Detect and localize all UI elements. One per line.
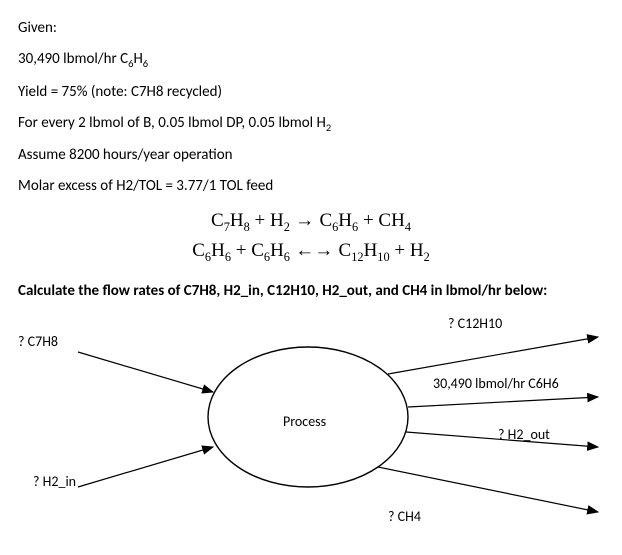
t: + H [390,240,424,261]
txt: H [133,50,142,68]
arrow-c7h8-in [78,352,213,392]
t: + C [231,240,264,261]
txt: 30,490 lbmol/hr C [18,50,128,68]
calculate-prompt: Calculate the flow rates of C7H8, H2_in,… [18,281,604,302]
label-c7h8-in: ? C7H8 [18,332,58,352]
given-heading: Given: [18,18,604,39]
t: C [211,210,224,231]
process-diagram: ? C7H8 ? H2_in Process ? C12H10 30,490 l… [18,312,604,537]
given-line-2: Yield = 75% (note: C7H8 recycled) [18,82,604,103]
s: 2 [424,250,430,264]
t: C [339,240,352,261]
t: H [338,210,352,231]
equation-block: C7H8 + H2 → C6H6 + CH4 C6H6 + C6H6 ←→ C1… [18,207,604,266]
t: H [270,240,284,261]
label-c12h10: ? C12H10 [448,314,502,334]
t: + H [250,210,284,231]
s: 10 [377,250,389,264]
arrow-c6h6-out [408,397,598,407]
label-process: Process [283,412,326,432]
t: C [319,210,332,231]
txt: For every 2 lbmol of B, 0.05 lbmol DP, 0… [18,114,326,132]
given-line-1: 30,490 lbmol/hr C6H6 [18,49,604,72]
given-line-4: Assume 8200 hours/year operation [18,145,604,166]
s: 12 [351,250,363,264]
equation-1: C7H8 + H2 → C6H6 + CH4 [18,207,604,237]
given-line-3: For every 2 lbmol of B, 0.05 lbmol DP, 0… [18,113,604,136]
label-h2-in: ? H2_in [33,472,76,492]
arrow-ch4-out [378,467,598,512]
given-line-5: Molar excess of H2/TOL = 3.77/1 TOL feed [18,176,604,197]
arrow-c12h10-out [388,337,598,374]
label-c6h6: 30,490 lbmol/hr C6H6 [433,374,559,394]
arrow-icon: ←→ [290,240,339,261]
t: C [192,240,205,261]
t: H [230,210,244,231]
sub: 6 [143,57,148,70]
label-h2-out: ? H2_out [498,425,550,445]
arrow-icon: → [290,210,320,231]
arrow-h2-in [78,447,213,487]
t: H [211,240,225,261]
s: 4 [405,220,411,234]
t: + CH [358,210,405,231]
label-ch4: ? CH4 [388,507,421,527]
equation-2: C6H6 + C6H6 ←→ C12H10 + H2 [18,237,604,267]
sub: 2 [326,121,331,134]
t: H [364,240,378,261]
